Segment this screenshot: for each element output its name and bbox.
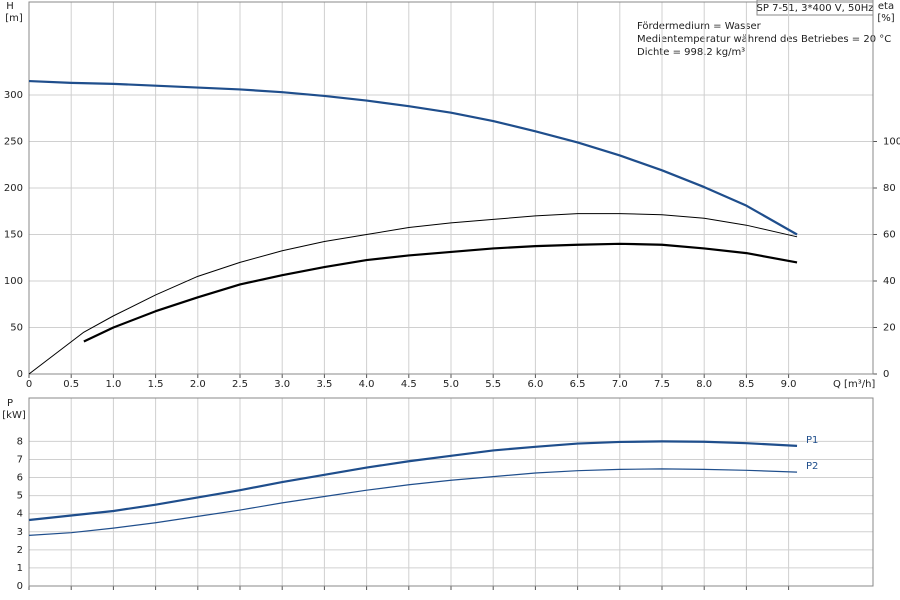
y-tick-label: 250 bbox=[4, 137, 23, 148]
x-tick-label: 3.0 bbox=[274, 379, 290, 390]
y-tick-label: 1 bbox=[17, 563, 23, 574]
x-tick-label: 5.0 bbox=[443, 379, 459, 390]
y2-tick-label: 80 bbox=[883, 183, 896, 194]
x-tick-label: 2.5 bbox=[232, 379, 248, 390]
y-tick-label: 100 bbox=[4, 276, 23, 287]
chart-title: SP 7-51, 3*400 V, 50Hz bbox=[757, 3, 874, 14]
y2-tick-label: 0 bbox=[883, 369, 889, 380]
y2-tick-label: 20 bbox=[883, 323, 896, 334]
y-axis-unit: [m] bbox=[5, 13, 23, 24]
x-tick-label: 0.5 bbox=[63, 379, 79, 390]
y-tick-label: 3 bbox=[17, 527, 23, 538]
x-tick-label: 4.5 bbox=[401, 379, 417, 390]
y-tick-label: 7 bbox=[17, 454, 23, 465]
annotation: Fördermedium = Wasser bbox=[637, 21, 762, 32]
y-tick-label: 4 bbox=[17, 509, 23, 520]
y-axis-label: P bbox=[7, 398, 13, 409]
x-tick-label: 7.0 bbox=[612, 379, 628, 390]
y-tick-label: 150 bbox=[4, 230, 23, 241]
curve-label: P1 bbox=[806, 435, 818, 446]
x-tick-label: 0 bbox=[26, 379, 32, 390]
x-tick-label: 1.5 bbox=[148, 379, 164, 390]
annotation: Dichte = 998.2 kg/m³ bbox=[637, 47, 745, 58]
curve bbox=[28, 213, 798, 375]
annotation: Medientemperatur während des Betriebes =… bbox=[637, 34, 891, 45]
curve bbox=[28, 468, 798, 536]
plot-frame bbox=[28, 1, 874, 375]
x-tick-label: 1.0 bbox=[105, 379, 121, 390]
x-tick-label: 9.0 bbox=[781, 379, 797, 390]
y-tick-label: 6 bbox=[17, 473, 23, 484]
y-tick-label: 200 bbox=[4, 183, 23, 194]
y2-axis-unit: [%] bbox=[877, 13, 894, 24]
x-axis-label: Q [m³/h] bbox=[833, 379, 875, 390]
y-tick-label: 300 bbox=[4, 90, 23, 101]
curve bbox=[28, 79, 798, 236]
y2-tick-label: 100 bbox=[883, 137, 900, 148]
x-tick-label: 8.5 bbox=[738, 379, 754, 390]
y2-tick-label: 40 bbox=[883, 276, 896, 287]
y2-tick-label: 60 bbox=[883, 230, 896, 241]
x-tick-label: 3.5 bbox=[316, 379, 332, 390]
x-tick-label: 2.0 bbox=[190, 379, 206, 390]
y-axis-unit: [kW] bbox=[2, 410, 26, 421]
curve bbox=[83, 242, 798, 343]
y-tick-label: 2 bbox=[17, 545, 23, 556]
x-tick-label: 5.5 bbox=[485, 379, 501, 390]
y-axis-label: H bbox=[6, 1, 14, 12]
x-tick-label: 8.0 bbox=[696, 379, 712, 390]
plot-frame bbox=[28, 397, 874, 587]
x-tick-label: 4.0 bbox=[359, 379, 375, 390]
y-tick-label: 0 bbox=[17, 369, 23, 380]
y2-axis-label: eta bbox=[878, 1, 894, 12]
y-tick-label: 8 bbox=[17, 436, 23, 447]
x-tick-label: 6.5 bbox=[570, 379, 586, 390]
x-tick-label: 6.0 bbox=[527, 379, 543, 390]
x-tick-label: 7.5 bbox=[654, 379, 670, 390]
y-tick-label: 5 bbox=[17, 491, 23, 502]
curve-label: P2 bbox=[806, 461, 818, 472]
y-tick-label: 0 bbox=[17, 581, 23, 592]
curve bbox=[28, 440, 798, 522]
y-tick-label: 50 bbox=[10, 323, 23, 334]
